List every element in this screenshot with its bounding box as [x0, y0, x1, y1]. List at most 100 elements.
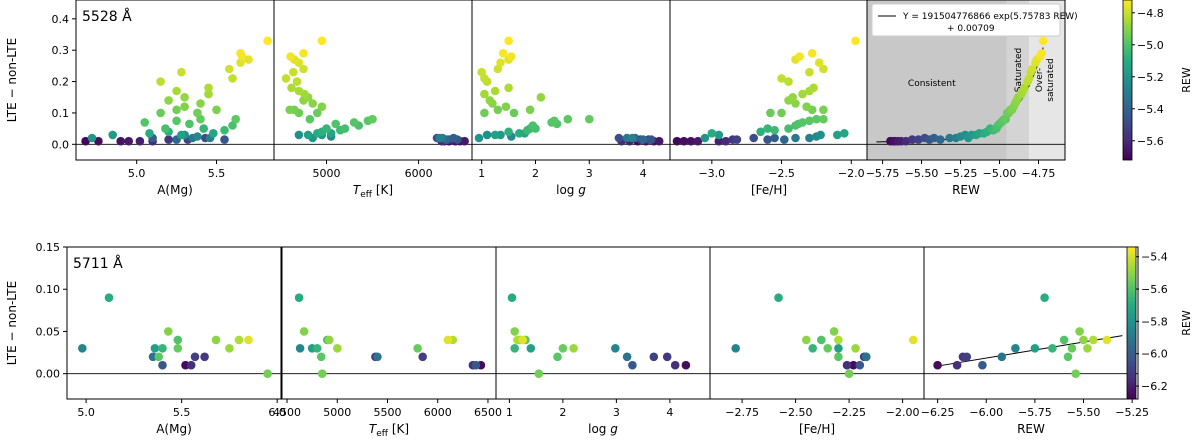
x-tick-label: 1 — [478, 167, 485, 180]
data-point — [763, 124, 772, 133]
data-point — [978, 360, 987, 370]
data-point — [294, 293, 304, 303]
data-point — [1011, 344, 1020, 353]
data-point — [199, 124, 208, 133]
data-point — [443, 335, 453, 345]
data-point — [628, 133, 637, 143]
colorbar-tick-label: −5.2 — [1137, 71, 1164, 84]
data-point — [849, 360, 858, 370]
data-point — [418, 352, 428, 362]
data-point — [563, 114, 573, 124]
data-point — [855, 360, 865, 370]
data-point — [585, 114, 594, 124]
data-point — [997, 352, 1007, 362]
data-point — [654, 136, 664, 146]
data-point — [220, 125, 229, 135]
x-axis-label-subscript: eff — [360, 190, 373, 200]
panel-1-3: −2.75 −2.50 −2.25 −2.00 [Fe/H] — [709, 246, 925, 436]
data-point — [331, 119, 341, 129]
data-point — [140, 118, 149, 127]
x-tick-label: −2.5 — [768, 167, 795, 180]
data-point — [834, 344, 843, 353]
region-label-consistent: Consistent — [908, 79, 956, 89]
panel-0-0: 5.0 5.5 A(Mg) 0.0 0.1 0.2 0.3 0.4 — [52, 0, 275, 197]
data-point — [525, 105, 535, 115]
data-point — [780, 135, 789, 144]
data-point — [614, 133, 624, 143]
x-tick-label: −2.00 — [886, 406, 920, 419]
data-point — [962, 352, 972, 362]
data-point — [829, 327, 839, 336]
data-point — [294, 130, 304, 140]
y-tick-label: 0.0 — [52, 138, 70, 151]
data-point — [1063, 352, 1073, 362]
data-point — [172, 105, 181, 115]
x-tick-label: 5.5 — [208, 167, 226, 180]
data-point — [435, 133, 445, 143]
colorbar-tick-label: −5.8 — [1141, 315, 1168, 328]
data-point — [485, 96, 495, 105]
data-point — [193, 132, 202, 141]
data-point — [177, 67, 186, 77]
data-point — [281, 74, 291, 83]
x-tick-label: 2 — [532, 167, 539, 180]
data-point — [812, 114, 821, 124]
data-point — [164, 327, 173, 336]
panel-1-0: 5.0 5.5 6.0 A(Mg) 0.00 0.05 0.10 0.15 — [36, 241, 286, 436]
colorbar-tick-label: −5.4 — [1141, 251, 1168, 264]
data-point — [909, 335, 918, 345]
data-point — [204, 83, 213, 93]
data-point — [177, 130, 186, 140]
data-point — [774, 293, 783, 303]
data-point — [805, 116, 814, 126]
y-tick-label: 0.3 — [52, 44, 70, 57]
data-point — [777, 108, 786, 118]
data-point — [498, 49, 508, 58]
x-tick-label: −2.25 — [832, 406, 866, 419]
data-point — [536, 93, 546, 102]
data-point — [649, 352, 659, 362]
data-point — [200, 352, 209, 362]
data-point — [180, 93, 189, 102]
data-point — [299, 64, 308, 74]
legend-box — [871, 3, 1061, 37]
data-point — [834, 335, 843, 345]
data-point — [317, 102, 327, 111]
data-point — [805, 133, 814, 143]
data-point — [413, 344, 422, 353]
data-point — [145, 129, 154, 138]
data-point — [317, 36, 327, 46]
data-point — [368, 114, 377, 124]
data-point — [622, 352, 632, 362]
data-point — [518, 335, 528, 345]
data-point — [124, 136, 133, 146]
data-point — [209, 129, 218, 138]
panel-frame — [66, 246, 282, 400]
x-tick-label: −4.75 — [1022, 167, 1056, 180]
data-point — [193, 108, 202, 118]
y-tick-label: 0.10 — [36, 283, 61, 296]
x-tick-label: −5.50 — [905, 167, 939, 180]
data-point — [156, 77, 165, 86]
data-point — [324, 335, 334, 345]
data-point — [693, 136, 703, 146]
data-point — [1038, 36, 1048, 46]
x-tick-label: −2.75 — [725, 406, 759, 419]
panel-frame — [495, 246, 711, 400]
data-point — [87, 133, 97, 143]
data-point — [116, 136, 125, 146]
y-axis-label: LTE − non-LTE — [5, 281, 19, 365]
region-label-oversaturated: Over- — [1035, 68, 1045, 92]
data-point — [172, 116, 181, 126]
data-point — [313, 108, 322, 118]
data-point — [851, 344, 860, 353]
data-point — [842, 360, 852, 370]
data-point — [294, 86, 304, 96]
colorbar-tick-label: −5.0 — [1137, 39, 1164, 52]
x-axis-label-unit: [K] — [388, 422, 409, 436]
data-point — [510, 327, 519, 336]
data-point — [496, 58, 505, 67]
data-point — [1048, 344, 1057, 353]
data-point — [504, 127, 513, 137]
